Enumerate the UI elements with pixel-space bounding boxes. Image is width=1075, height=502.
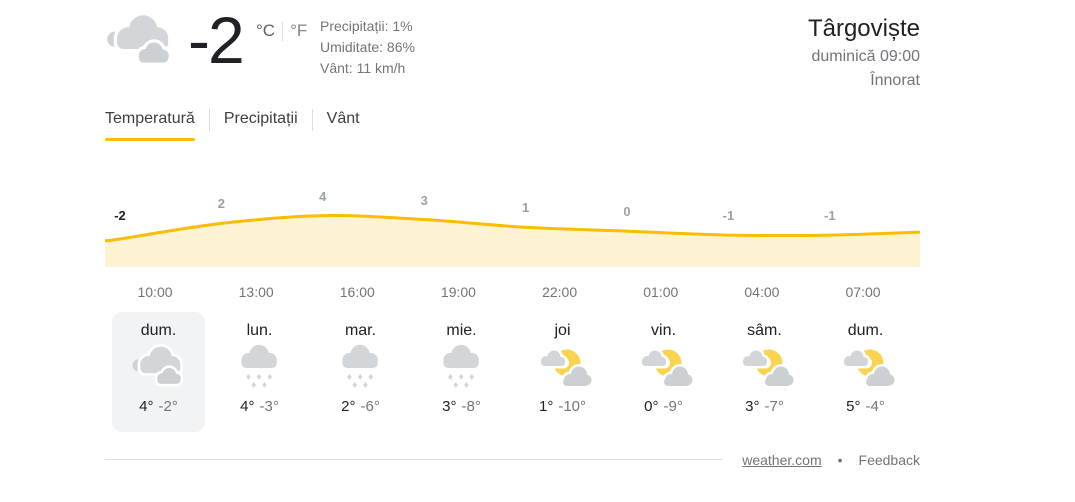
forecast-day-card[interactable]: dum. 4° -2° bbox=[112, 312, 205, 432]
unit-divider bbox=[282, 21, 284, 41]
low-temp: -7° bbox=[764, 398, 784, 415]
wind-detail: Vânt: 11 km/h bbox=[320, 60, 406, 76]
high-temp: 0° bbox=[644, 398, 659, 415]
temperature-chart[interactable] bbox=[105, 185, 920, 267]
partly-cloudy-icon bbox=[635, 344, 693, 392]
weather-com-link[interactable]: weather.com bbox=[742, 452, 822, 468]
chart-temp-label: 2 bbox=[217, 196, 226, 212]
unit-toggle: °C °F bbox=[256, 21, 307, 41]
location-header: Târgoviște duminică 09:00 Înnorat bbox=[808, 12, 920, 93]
chart-temp-label: 0 bbox=[623, 204, 631, 220]
tab-precipitation-label: Precipitații bbox=[223, 110, 298, 127]
chart-time-label: 22:00 bbox=[542, 284, 578, 300]
day-temps: 3° -8° bbox=[415, 398, 508, 415]
day-temps: 4° -3° bbox=[213, 398, 306, 415]
fahrenheit-toggle[interactable]: °F bbox=[290, 21, 308, 40]
high-temp: 2° bbox=[341, 398, 356, 415]
low-temp: -6° bbox=[360, 398, 380, 415]
chart-time-label: 13:00 bbox=[238, 284, 274, 300]
tab-temperature[interactable]: Temperatură bbox=[105, 107, 195, 141]
partly-cloudy-icon bbox=[736, 344, 794, 392]
chart-temp-label: 3 bbox=[420, 192, 428, 208]
current-details: Precipitații: 1% Umiditate: 86% Vânt: 11… bbox=[320, 16, 415, 79]
tab-divider bbox=[311, 109, 313, 131]
low-temp: -2° bbox=[158, 398, 178, 415]
footer: weather.com • Feedback bbox=[742, 452, 920, 468]
snow-icon bbox=[433, 344, 491, 392]
condition-label: Înnorat bbox=[870, 72, 920, 89]
datetime-label: duminică 09:00 bbox=[811, 48, 920, 65]
forecast-day-card[interactable]: mie. 3° -8° bbox=[415, 312, 508, 432]
day-temps: 0° -9° bbox=[617, 398, 710, 415]
separator-dot: • bbox=[837, 452, 843, 468]
day-temps: 2° -6° bbox=[314, 398, 407, 415]
day-name: joi bbox=[554, 322, 571, 339]
low-temp: -9° bbox=[663, 398, 683, 415]
day-name: vin. bbox=[651, 322, 676, 339]
tab-temperature-label: Temperatură bbox=[105, 110, 195, 127]
chart-temp-label: 1 bbox=[521, 200, 530, 216]
location-title: Târgoviște bbox=[807, 15, 920, 42]
high-temp: 4° bbox=[139, 398, 154, 415]
low-temp: -3° bbox=[259, 398, 279, 415]
chart-time-label: 16:00 bbox=[339, 284, 375, 300]
feedback-link[interactable]: Feedback bbox=[858, 452, 920, 468]
chart-temp-label: -2 bbox=[114, 208, 126, 223]
day-name: dum. bbox=[847, 322, 884, 339]
day-temps: 5° -4° bbox=[819, 398, 912, 415]
day-name: sâm. bbox=[747, 322, 782, 339]
forecast-day-card[interactable]: dum. 5° -4° bbox=[819, 312, 912, 432]
high-temp: 3° bbox=[442, 398, 457, 415]
cloudy-icon bbox=[130, 344, 188, 392]
forecast-day-card[interactable]: mar. 2° -6° bbox=[314, 312, 407, 432]
high-temp: 5° bbox=[846, 398, 861, 415]
chart-time-label: 10:00 bbox=[137, 284, 173, 300]
high-temp: 4° bbox=[240, 398, 255, 415]
day-temps: 4° -2° bbox=[112, 398, 205, 415]
high-temp: 3° bbox=[745, 398, 760, 415]
chart-temp-label: -1 bbox=[722, 208, 735, 224]
partly-cloudy-icon bbox=[534, 344, 592, 392]
chart-time-label: 01:00 bbox=[643, 284, 679, 300]
low-temp: -8° bbox=[461, 398, 481, 415]
chart-tabs: Temperatură Precipitații Vânt bbox=[105, 107, 360, 141]
forecast-day-card[interactable]: lun. 4° -3° bbox=[213, 312, 306, 432]
chart-time-label: 19:00 bbox=[440, 284, 476, 300]
low-temp: -10° bbox=[558, 398, 587, 415]
day-temps: 1° -10° bbox=[516, 398, 609, 415]
partly-cloudy-icon bbox=[837, 344, 895, 392]
low-temp: -4° bbox=[865, 398, 885, 415]
day-temps: 3° -7° bbox=[718, 398, 811, 415]
celsius-toggle[interactable]: °C bbox=[256, 21, 276, 40]
day-name: lun. bbox=[246, 322, 273, 339]
forecast-day-card[interactable]: joi 1° -10° bbox=[516, 312, 609, 432]
forecast-day-card[interactable]: sâm. 3° -7° bbox=[718, 312, 811, 432]
day-name: mie. bbox=[446, 322, 477, 339]
tab-wind-label: Vânt bbox=[326, 110, 360, 127]
day-name: mar. bbox=[344, 322, 377, 339]
high-temp: 1° bbox=[538, 398, 554, 415]
chart-time-label: 04:00 bbox=[744, 284, 780, 300]
footer-divider bbox=[105, 459, 722, 460]
forecast-day-card[interactable]: vin. 0° -9° bbox=[617, 312, 710, 432]
chart-temp-label: 4 bbox=[319, 188, 327, 204]
snow-icon bbox=[231, 344, 289, 392]
current-temperature: -2 bbox=[188, 3, 245, 77]
chart-temp-label: -1 bbox=[824, 208, 836, 224]
cloudy-icon bbox=[106, 12, 176, 73]
tab-wind[interactable]: Vânt bbox=[327, 107, 360, 141]
tab-divider bbox=[208, 109, 210, 131]
snow-icon bbox=[332, 344, 390, 392]
tab-precipitation[interactable]: Precipitații bbox=[224, 107, 298, 141]
active-tab-underline bbox=[105, 138, 195, 141]
day-name: dum. bbox=[140, 322, 177, 339]
chart-time-label: 07:00 bbox=[845, 284, 881, 300]
precipitation-detail: Precipitații: 1% bbox=[320, 18, 413, 34]
humidity-detail: Umiditate: 86% bbox=[320, 39, 415, 55]
